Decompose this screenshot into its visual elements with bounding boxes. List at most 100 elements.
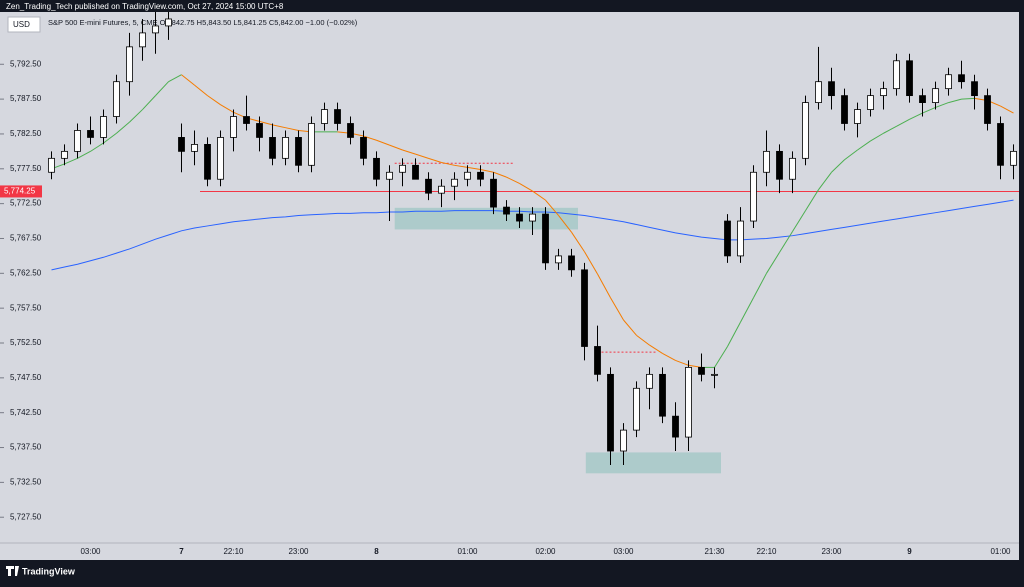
candle-body	[633, 387, 640, 431]
moving-average-segment	[636, 334, 650, 346]
candle-body	[230, 116, 237, 138]
candle-body	[87, 130, 94, 138]
candle-body	[113, 81, 120, 117]
y-tick-label: 5,782.50	[10, 129, 42, 138]
moving-average-segment	[519, 182, 533, 192]
candle-body	[893, 60, 900, 90]
candle-body	[958, 74, 965, 83]
currency[interactable]: USD	[13, 20, 30, 29]
x-tick-label: 7	[179, 547, 184, 556]
x-tick-label: 03:00	[613, 547, 634, 556]
moving-average-segment	[168, 74, 182, 83]
candle-body	[906, 60, 913, 97]
moving-average-segment	[896, 118, 910, 127]
x-tick-label: 22:10	[756, 547, 777, 556]
moving-average-segment	[467, 166, 481, 170]
y-tick-label: 5,742.50	[10, 408, 42, 417]
moving-average-segment	[207, 95, 221, 106]
candle-body	[48, 157, 55, 173]
candle-body	[217, 137, 224, 180]
moving-average-segment	[389, 144, 403, 151]
moving-average-segment	[142, 95, 156, 110]
candle-body	[295, 137, 302, 166]
moving-average-segment	[948, 98, 962, 104]
y-tick-label: 5,757.50	[10, 303, 42, 312]
candle-body	[321, 109, 328, 124]
x-tick-label: 21:30	[704, 547, 725, 556]
moving-average-segment	[610, 297, 624, 321]
moving-average-segment	[740, 297, 754, 323]
moving-average-segment	[831, 159, 845, 173]
moving-average-segment	[64, 157, 78, 165]
candle-body	[646, 373, 653, 389]
moving-average-segment	[259, 120, 273, 126]
y-tick-label: 5,777.50	[10, 164, 42, 173]
moving-average-segment	[753, 273, 767, 298]
candle-body	[529, 213, 536, 222]
candle-body	[464, 171, 471, 180]
moving-average-segment	[597, 273, 611, 298]
y-tick-label: 5,727.50	[10, 512, 42, 521]
brand: TradingView	[22, 566, 76, 576]
candle-body	[490, 178, 497, 208]
candle-body	[997, 123, 1004, 166]
logo	[6, 566, 19, 576]
moving-average-segment	[792, 210, 806, 232]
candle-body	[347, 123, 354, 138]
candle-body	[360, 137, 367, 159]
moving-average-segment	[558, 215, 572, 233]
moving-average-segment	[844, 149, 858, 161]
moving-average-segment	[922, 107, 936, 114]
candle-body	[412, 164, 419, 180]
candle-body	[685, 366, 692, 438]
candle-body	[503, 206, 510, 215]
candle-body	[269, 137, 276, 159]
plot-background	[0, 12, 1019, 560]
moving-average-segment	[662, 353, 676, 361]
moving-average-segment	[363, 135, 377, 141]
candle-body	[1010, 150, 1017, 166]
candle-body	[841, 95, 848, 124]
moving-average-segment	[428, 157, 442, 163]
candle-body	[945, 74, 952, 90]
moving-average-segment	[454, 164, 468, 168]
candle-body	[802, 102, 809, 159]
candle-body	[919, 95, 926, 103]
candle-body	[880, 88, 887, 97]
legend: S&P 500 E-mini Futures, 5, CME O5,842.75…	[48, 18, 358, 27]
candle-body	[555, 255, 562, 264]
moving-average-segment	[129, 109, 143, 123]
candle-body	[61, 150, 68, 159]
y-tick-label: 5,772.50	[10, 199, 42, 208]
candle-body	[256, 123, 263, 138]
candle-body	[581, 269, 588, 347]
moving-average-segment	[220, 104, 234, 113]
moving-average-segment	[194, 84, 208, 97]
x-tick-label: 9	[907, 547, 912, 556]
candle-body	[243, 116, 250, 124]
moving-average-segment	[480, 168, 494, 173]
candle-body	[672, 415, 679, 438]
currency-box[interactable]	[7, 16, 41, 33]
candle-body	[594, 346, 601, 375]
candle-body	[620, 429, 627, 452]
moving-average-segment	[77, 150, 91, 159]
y-tick-label: 5,762.50	[10, 268, 42, 277]
candle-body	[477, 171, 484, 180]
candle-body	[100, 116, 107, 138]
moving-average-segment	[584, 251, 598, 275]
x-tick-label: 23:00	[288, 547, 309, 556]
footer-bar	[0, 560, 1024, 582]
candle-body	[750, 171, 757, 222]
candle-body	[698, 366, 705, 375]
moving-average-segment	[1000, 105, 1014, 114]
moving-average-segment	[857, 140, 871, 151]
candle-body	[282, 137, 289, 159]
candle-body	[516, 213, 523, 222]
candle-body	[711, 373, 718, 376]
y-tick-label: 5,767.50	[10, 234, 42, 243]
candle-body	[789, 157, 796, 180]
candle-body	[204, 144, 211, 180]
candle-body	[425, 178, 432, 194]
